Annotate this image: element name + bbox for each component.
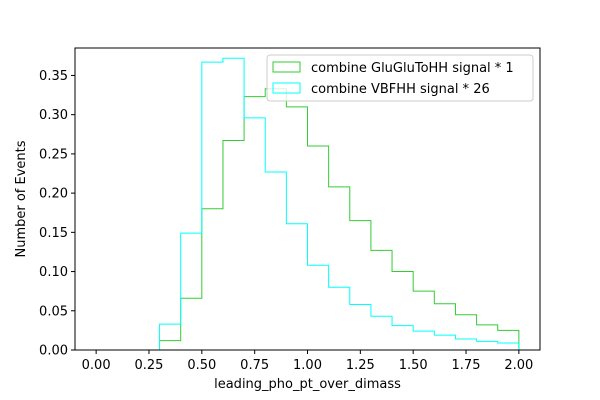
- x-tick-label: 0.00: [82, 358, 111, 373]
- x-tick-label: 1.50: [399, 358, 428, 373]
- y-tick-label: 0.20: [39, 187, 68, 202]
- y-axis-label: Number of Events: [14, 140, 29, 257]
- x-tick-label: 2.00: [504, 358, 533, 373]
- x-tick-label: 1.75: [452, 358, 481, 373]
- x-tick-label: 1.25: [346, 358, 375, 373]
- series-1-step-line: [96, 88, 520, 351]
- ticks-layer: 0.00 0.25 0.50 0.75 1.00 1.25 1.50 1.75 2.00 0.00…: [39, 69, 533, 373]
- series-layer: [96, 57, 520, 351]
- y-tick-label: 0.10: [39, 265, 68, 280]
- legend: combine GluGluToHH signal * 1 combine VBF…: [266, 54, 534, 102]
- x-tick-label: 0.75: [240, 358, 269, 373]
- legend-box: [266, 54, 534, 102]
- y-tick-label: 0.35: [39, 69, 68, 84]
- legend-label-2: combine VBFHH signal * 26: [311, 82, 490, 97]
- y-tick-label: 0.00: [39, 344, 68, 359]
- x-axis-label: leading_pho_pt_over_dimass: [214, 377, 401, 392]
- x-tick-label: 0.50: [187, 358, 216, 373]
- legend-items: combine GluGluToHH signal * 1 combine VBF…: [272, 61, 514, 97]
- x-tick-label: 0.25: [135, 358, 164, 373]
- y-tick-label: 0.30: [39, 108, 68, 123]
- x-tick-label: 1.00: [293, 358, 322, 373]
- series-2-step-line: [96, 57, 520, 351]
- y-tick-label: 0.15: [39, 226, 68, 241]
- legend-swatch-1: [272, 61, 301, 73]
- legend-label-1: combine GluGluToHH signal * 1: [311, 61, 514, 76]
- y-tick-label: 0.25: [39, 147, 68, 162]
- legend-swatch-2: [272, 82, 301, 94]
- y-tick-label: 0.05: [39, 304, 68, 319]
